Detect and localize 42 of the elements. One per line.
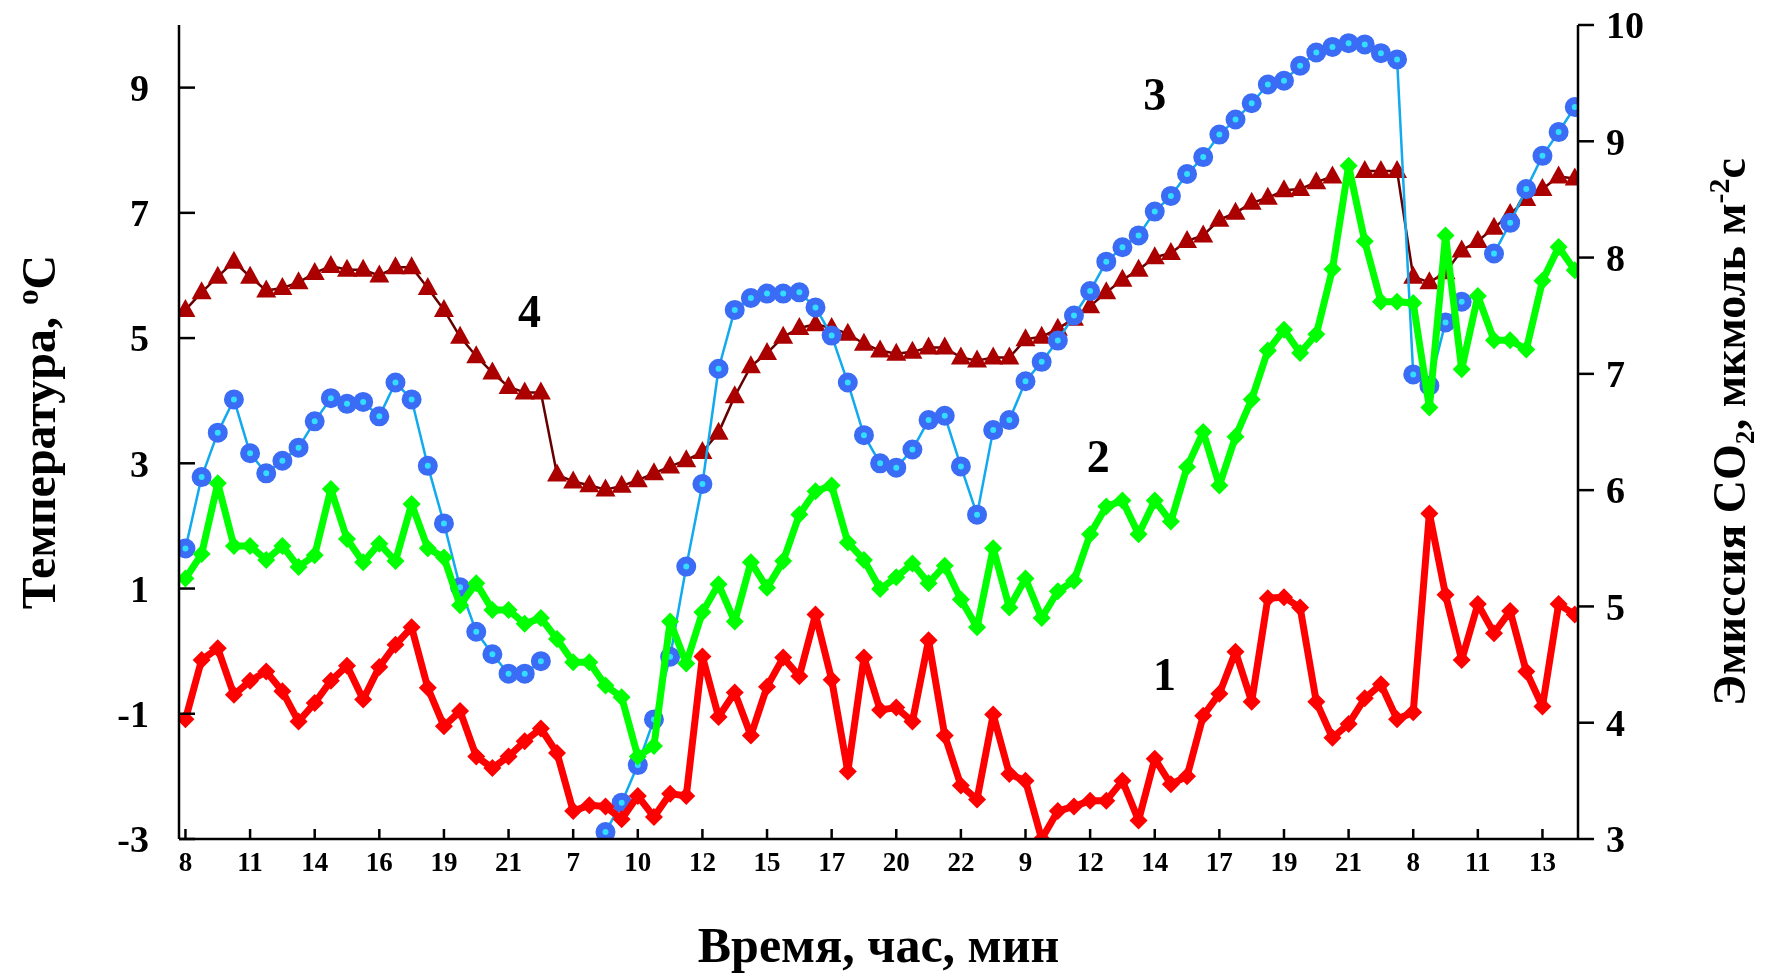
y2-tick-label: 3 [1606, 818, 1625, 861]
x-tick-label: 14 [301, 847, 329, 877]
x-tick-label: 17 [1205, 847, 1233, 877]
x-tick-label: 16 [365, 847, 393, 877]
x-tick-label: 22 [947, 847, 975, 877]
x-tick-label: 7 [566, 847, 580, 877]
y2-tick-label: 5 [1606, 585, 1625, 628]
y2-tick-label: 8 [1606, 236, 1625, 279]
y2-tick-label: 4 [1606, 702, 1625, 745]
x-tick-label: 12 [688, 847, 716, 877]
x-tick-label: 11 [1465, 847, 1491, 877]
y2-tick-label: 7 [1606, 353, 1625, 396]
x-tick-label: 13 [1528, 847, 1556, 877]
y-tick-label: 7 [130, 192, 149, 235]
x-axis-title: Время, час, мин [697, 917, 1060, 973]
x-tick-label: 14 [1141, 847, 1169, 877]
x-tick-label: 12 [1076, 847, 1104, 877]
y-tick-label: 5 [130, 317, 149, 360]
x-tick-label: 8 [1406, 847, 1420, 877]
y-tick-label: 9 [130, 66, 149, 109]
y2-tick-label: 6 [1606, 469, 1625, 512]
x-tick-label: 20 [882, 847, 910, 877]
x-tick-label: 9 [1018, 847, 1033, 877]
y-tick-label: -1 [117, 693, 149, 736]
series-label: 3 [1143, 69, 1167, 120]
x-tick-label: 19 [430, 847, 458, 877]
x-tick-label: 15 [753, 847, 781, 877]
series-label: 4 [518, 286, 542, 337]
x-tick-label: 21 [495, 847, 523, 877]
series-label: 2 [1086, 431, 1110, 482]
y-tick-label: 3 [130, 442, 149, 485]
x-tick-label: 10 [624, 847, 652, 877]
y-tick-label: 1 [130, 567, 149, 610]
y-tick-label: -3 [117, 818, 149, 861]
x-tick-label: 17 [818, 847, 846, 877]
x-tick-label: 11 [237, 847, 263, 877]
x-tick-label: 19 [1270, 847, 1298, 877]
x-tick-label: 8 [178, 847, 193, 877]
series-label: 1 [1152, 649, 1176, 700]
y2-tick-label: 10 [1606, 4, 1644, 47]
y2-tick-label: 9 [1606, 120, 1625, 163]
x-tick-label: 21 [1335, 847, 1363, 877]
